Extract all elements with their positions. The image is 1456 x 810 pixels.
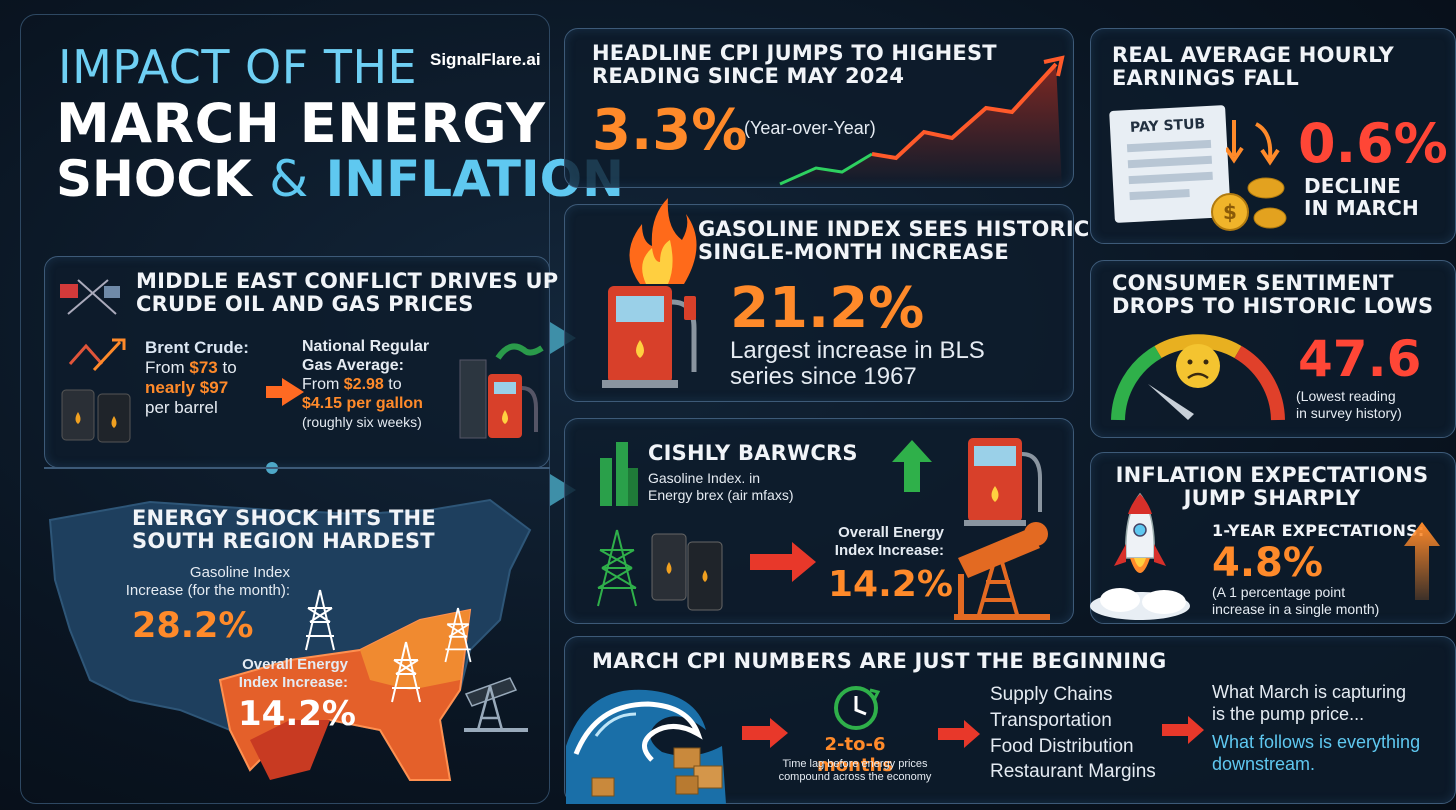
orange-up-arrow-icon (1402, 520, 1442, 607)
hammer-icon (64, 334, 128, 379)
gas-pump-icon (964, 434, 1046, 533)
earnings-value: 0.6% (1298, 112, 1448, 175)
title-ampersand: & (269, 150, 309, 208)
expectations-note: (A 1 percentage point increase in a sing… (1212, 584, 1380, 617)
down-arrows-icon (1224, 118, 1280, 179)
gasoline-value: 21.2% (730, 276, 925, 341)
final-message: What March is capturing is the pump pric… (1212, 682, 1421, 774)
gas-average-block: National Regular Gas Average: From $2.98… (302, 338, 430, 430)
barrels-icon (650, 530, 726, 617)
connector-line (44, 467, 550, 469)
energy-mid-heading: CISHLY BARWCRS (648, 441, 858, 465)
coins-icon: $ (1208, 168, 1288, 243)
transmission-tower-icon-2 (386, 640, 426, 709)
energy-bars-icon (598, 438, 642, 513)
chain-item: Transportation (990, 709, 1112, 731)
lag-value: 2-to-6 months (816, 734, 894, 776)
expectations-heading: INFLATION EXPECTATIONS JUMP SHARPLY (1115, 463, 1429, 510)
title-line2: MARCH ENERGY (56, 92, 546, 155)
svg-text:$: $ (1223, 200, 1237, 224)
south-energy-value: 14.2% (238, 694, 356, 734)
south-heading: ENERGY SHOCK HITS THE SOUTH REGION HARDE… (132, 506, 436, 553)
chain-item: Supply Chains (990, 684, 1113, 705)
tsunami-wave-icon (566, 676, 746, 809)
clock-icon (830, 682, 882, 739)
transmission-tower-icon-3 (440, 606, 476, 669)
south-energy-label: Overall Energy Index Increase: (238, 656, 348, 691)
transmission-tower-icon (300, 588, 340, 657)
oil-pumpjack-icon (460, 664, 532, 739)
impact-chain-list: Supply Chains Transportation Food Distri… (990, 682, 1156, 785)
title-shock: SHOCK (56, 150, 252, 208)
flags-icon (58, 274, 126, 323)
earnings-heading: REAL AVERAGE HOURLY EARNINGS FALL (1112, 43, 1394, 90)
red-right-arrow-icon (748, 540, 818, 589)
gas-station-icon (458, 338, 544, 447)
cpi-heading: HEADLINE CPI JUMPS TO HIGHEST READING SI… (592, 41, 997, 88)
rising-line-chart-icon (776, 54, 1072, 193)
rocket-icon (1090, 492, 1200, 625)
brand-logo: SignalFlare.ai (430, 50, 541, 69)
chain-item: Restaurant Margins (990, 761, 1156, 783)
brent-block: Brent Crude: From $73 to nearly $97 per … (145, 338, 249, 418)
earnings-note: DECLINE IN MARCH (1304, 174, 1419, 220)
lag-to-chain-arrow (936, 718, 982, 755)
expectations-value: 4.8% (1212, 540, 1323, 586)
energy-mid-value: 14.2% (828, 564, 953, 605)
brent-label: Brent Crude: (145, 338, 249, 357)
wave-to-lag-arrow (740, 716, 790, 755)
chain-to-final-arrow (1160, 714, 1206, 751)
gasoline-note: Largest increase in BLS series since 196… (730, 337, 985, 391)
title-line1: IMPACT OF THE (58, 40, 418, 94)
beginning-heading: MARCH CPI NUMBERS ARE JUST THE BEGINNING (592, 649, 1167, 673)
chain-item: Food Distribution (990, 735, 1134, 757)
title-line3: SHOCK & INFLATION (56, 150, 624, 208)
green-up-arrow-icon (890, 438, 934, 499)
sentiment-heading: CONSUMER SENTIMENT DROPS TO HISTORIC LOW… (1112, 271, 1434, 318)
gasoline-heading: GASOLINE INDEX SEES HISTORIC SINGLE-MONT… (698, 217, 1090, 264)
cpi-value: 3.3% (592, 98, 748, 163)
sentiment-gauge-icon (1108, 330, 1288, 435)
south-gas-value: 28.2% (132, 606, 254, 646)
energy-mid-label: Overall Energy Index Increase: (834, 524, 944, 559)
flaming-gas-pump-icon (596, 192, 706, 397)
power-tower-icon (590, 528, 644, 613)
expectations-label: 1-YEAR EXPECTATIONS: (1212, 521, 1425, 540)
lag-note: Time lag before energy prices compound a… (778, 758, 932, 783)
pumpjack-icon (950, 514, 1054, 627)
middle-east-heading: MIDDLE EAST CONFLICT DRIVES UP CRUDE OIL… (136, 269, 559, 316)
brent-to-gas-arrow (266, 378, 304, 406)
energy-mid-sub: Gasoline Index. in Energy brex (air mfax… (648, 470, 794, 503)
oil-barrels-icon (60, 384, 134, 449)
sentiment-note: (Lowest reading in survey history) (1296, 388, 1402, 421)
cpi-note: (Year-over-Year) (744, 118, 876, 138)
pay-stub-label: PAY STUB (1129, 116, 1206, 137)
sentiment-value: 47.6 (1298, 330, 1422, 388)
south-gas-label: Gasoline Index Increase (for the month): (125, 564, 290, 599)
